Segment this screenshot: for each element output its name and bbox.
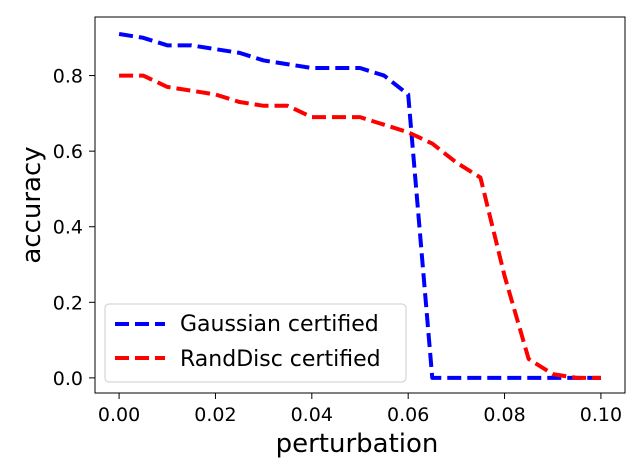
y-axis: 0.0 0.2 0.4 0.6 0.8 [53,66,95,390]
x-tick-label: 0.08 [483,404,525,426]
y-tick-label: 0.0 [53,368,83,390]
y-tick-label: 0.8 [53,66,83,88]
x-tick-label: 0.04 [291,404,333,426]
x-tick-label: 0.06 [387,404,429,426]
x-tick-label: 0.00 [98,404,140,426]
x-tick-label: 0.02 [194,404,236,426]
legend: Gaussian certified RandDisc certified [104,303,407,383]
series-line-gaussian [118,32,601,380]
legend-label-randdisc: RandDisc certified [180,347,381,372]
plot-frame [94,16,626,394]
series-layer [118,32,601,380]
legend-label-gaussian: Gaussian certified [180,312,379,337]
x-tick-label: 0.10 [580,404,622,426]
x-axis: 0.00 0.02 0.04 0.06 0.08 0.10 [98,393,622,426]
legend-box [104,303,407,383]
y-tick-label: 0.2 [53,292,83,314]
y-axis-label: accuracy [17,146,47,263]
y-tick-label: 0.6 [53,141,83,163]
y-tick-label: 0.4 [53,217,83,239]
x-axis-label: perturbation [276,429,439,459]
series-line-randdisc [119,73,601,380]
